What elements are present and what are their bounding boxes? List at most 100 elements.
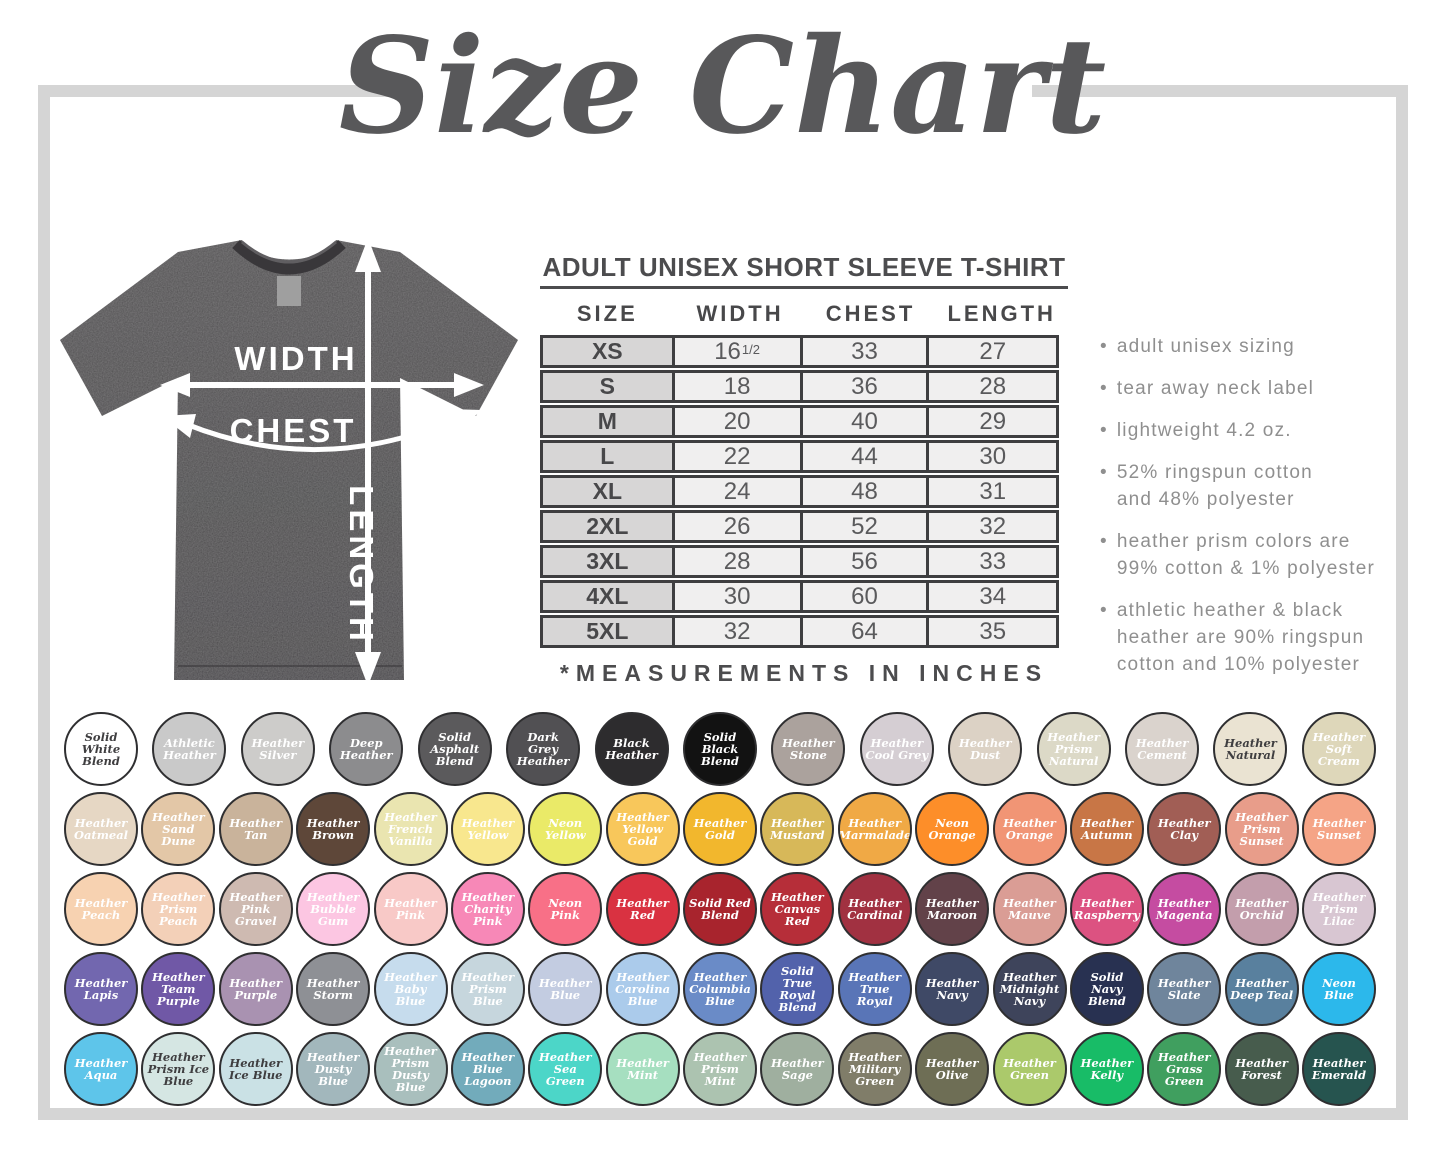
- frame-bottom: [38, 1108, 1408, 1120]
- tshirt-diagram: WIDTH CHEST LENGTH: [60, 238, 518, 686]
- size-row: XS 16 1/2 33 27: [540, 335, 1068, 368]
- size-table-footnote: *MEASUREMENTS IN INCHES: [559, 660, 1049, 686]
- swatch-label: Heather Blue: [538, 975, 592, 1002]
- color-swatch: Heather Dust: [948, 712, 1023, 786]
- swatch-label: Heather Stone: [782, 735, 835, 762]
- size-cell: 29: [926, 405, 1059, 438]
- swatch-label: Heather Orchid: [1235, 895, 1288, 922]
- size-cell: 18: [671, 370, 803, 403]
- color-swatch: Neon Yellow: [528, 792, 603, 866]
- feature-list: • adult unisex sizing • tear away neck labe…: [1100, 334, 1400, 694]
- color-swatch: Solid Navy Blend: [1069, 952, 1144, 1026]
- swatch-label: Heather Kelly: [1080, 1055, 1134, 1082]
- color-swatch: Heather Bubble Gum: [296, 872, 371, 946]
- swatch-label: Heather Bubble Gum: [306, 889, 360, 929]
- color-swatch: Neon Orange: [915, 792, 990, 866]
- color-swatch: Heather Military Green: [837, 1032, 912, 1106]
- color-swatch: Heather Prism Natural: [1036, 712, 1111, 786]
- color-swatch: Heather Marmalade: [837, 792, 912, 866]
- color-swatch: Heather Soft Cream: [1301, 712, 1376, 786]
- size-cell: 48: [799, 475, 930, 508]
- swatch-label: Heather Silver: [251, 735, 305, 762]
- swatch-label: Heather Prism Ice Blue: [147, 1049, 210, 1089]
- color-swatch: Heather Gold: [683, 792, 757, 866]
- color-swatch: Heather Pink: [373, 872, 448, 946]
- swatch-label: Heather French Vanilla: [384, 809, 437, 849]
- size-cell: 40: [799, 405, 930, 438]
- swatch-label: Heather Tan: [229, 815, 283, 842]
- color-swatch: Heather Blue: [528, 952, 603, 1026]
- color-swatch: Black Heather: [594, 712, 669, 786]
- color-swatch: Heather Clay: [1147, 792, 1222, 866]
- swatch-label: Heather Canvas Red: [771, 889, 824, 929]
- color-swatch: Heather Columbia Blue: [683, 952, 757, 1026]
- size-row: M 20 40 29: [540, 405, 1068, 438]
- color-swatch: Heather Kelly: [1069, 1032, 1144, 1106]
- color-swatch: Heather Prism Sunset: [1224, 792, 1299, 866]
- swatch-label: Neon Pink: [548, 895, 583, 922]
- swatch-label: Heather Slate: [1157, 975, 1211, 1002]
- collar: [232, 239, 346, 275]
- size-cell: 56: [799, 545, 930, 578]
- swatch-label: Heather Dusty Blue: [306, 1049, 360, 1089]
- color-swatch: Heather Deep Teal: [1224, 952, 1299, 1026]
- color-swatch: Heather Red: [605, 872, 680, 946]
- swatch-label: Heather Gold: [693, 815, 747, 842]
- swatch-label: Solid True Royal Blend: [778, 963, 817, 1015]
- color-swatch: Heather Cardinal: [837, 872, 912, 946]
- swatch-label: Heather Carolina Blue: [615, 969, 671, 1009]
- color-swatch: Heather Yellow: [450, 792, 525, 866]
- swatch-label: Heather Sage: [771, 1055, 824, 1082]
- size-row: 5XL 32 64 35: [540, 615, 1068, 648]
- swatch-label: Heather Emerald: [1311, 1055, 1367, 1082]
- size-cell: 20: [671, 405, 803, 438]
- size-cell: 35: [926, 615, 1059, 648]
- swatch-label: Heather Oatmeal: [73, 815, 129, 842]
- swatch-label: Solid Red Blend: [689, 895, 751, 922]
- size-cell: 36: [799, 370, 930, 403]
- feature-item: • lightweight 4.2 oz.: [1100, 418, 1400, 445]
- color-swatch: Deep Heather: [329, 712, 404, 786]
- color-swatch: Athletic Heather: [152, 712, 227, 786]
- swatch-label: Heather Lapis: [74, 975, 128, 1002]
- swatch-label: Heather Midnight Navy: [999, 969, 1060, 1009]
- feature-text: 52% ringspun cotton and 48% polyester: [1116, 461, 1313, 510]
- swatch-label: Heather Prism Dusty Blue: [384, 1043, 437, 1095]
- swatch-label: Heather Ice Blue: [229, 1055, 283, 1082]
- swatch-label: Heather Pink: [384, 895, 437, 922]
- length-arrow: [355, 238, 381, 686]
- swatch-label: Heather Cool Grey: [865, 735, 929, 762]
- size-cell: 32: [671, 615, 803, 648]
- size-cell: 3XL: [540, 545, 675, 578]
- size-cell: 28: [671, 545, 803, 578]
- size-cell: 4XL: [540, 580, 675, 613]
- size-cell: 33: [926, 545, 1059, 578]
- collar-highlight: [241, 240, 337, 264]
- swatch-label: Heather Autumn: [1080, 815, 1134, 842]
- feature-text: heather prism colors are 99% cotton & 1%…: [1116, 530, 1375, 579]
- swatch-label: Heather Mauve: [1003, 895, 1056, 922]
- size-cell: 24: [671, 475, 803, 508]
- width-label: WIDTH: [234, 340, 357, 377]
- swatch-label: Heather Prism Mint: [693, 1049, 747, 1089]
- swatch-label: Heather Clay: [1157, 815, 1211, 842]
- swatch-label: Solid White Blend: [81, 729, 121, 769]
- color-swatch: Heather Orange: [992, 792, 1067, 866]
- swatch-label: Heather Prism Blue: [461, 969, 515, 1009]
- swatch-label: Black Heather: [605, 735, 658, 762]
- size-table-heading: ADULT UNISEX SHORT SLEEVE T-SHIRT: [540, 252, 1068, 289]
- swatch-label: Heather Cardinal: [847, 895, 903, 922]
- color-swatch: Heather Dusty Blue: [296, 1032, 371, 1106]
- column-header: CHEST: [825, 301, 916, 326]
- color-swatch: Dark Grey Heather: [506, 712, 581, 786]
- swatch-label: Heather Cement: [1135, 735, 1189, 762]
- color-swatch: Heather Mustard: [760, 792, 835, 866]
- swatch-label: Heather Navy: [925, 975, 979, 1002]
- swatch-label: Heather Deep Teal: [1230, 975, 1294, 1002]
- color-swatch: Heather Blue Lagoon: [450, 1032, 525, 1106]
- color-swatch: Heather Sunset: [1302, 792, 1376, 866]
- swatch-label: Heather Baby Blue: [384, 969, 437, 1009]
- feature-text: lightweight 4.2 oz.: [1116, 419, 1292, 441]
- swatch-label: Heather Peach: [74, 895, 128, 922]
- color-swatch: Heather Slate: [1147, 952, 1222, 1026]
